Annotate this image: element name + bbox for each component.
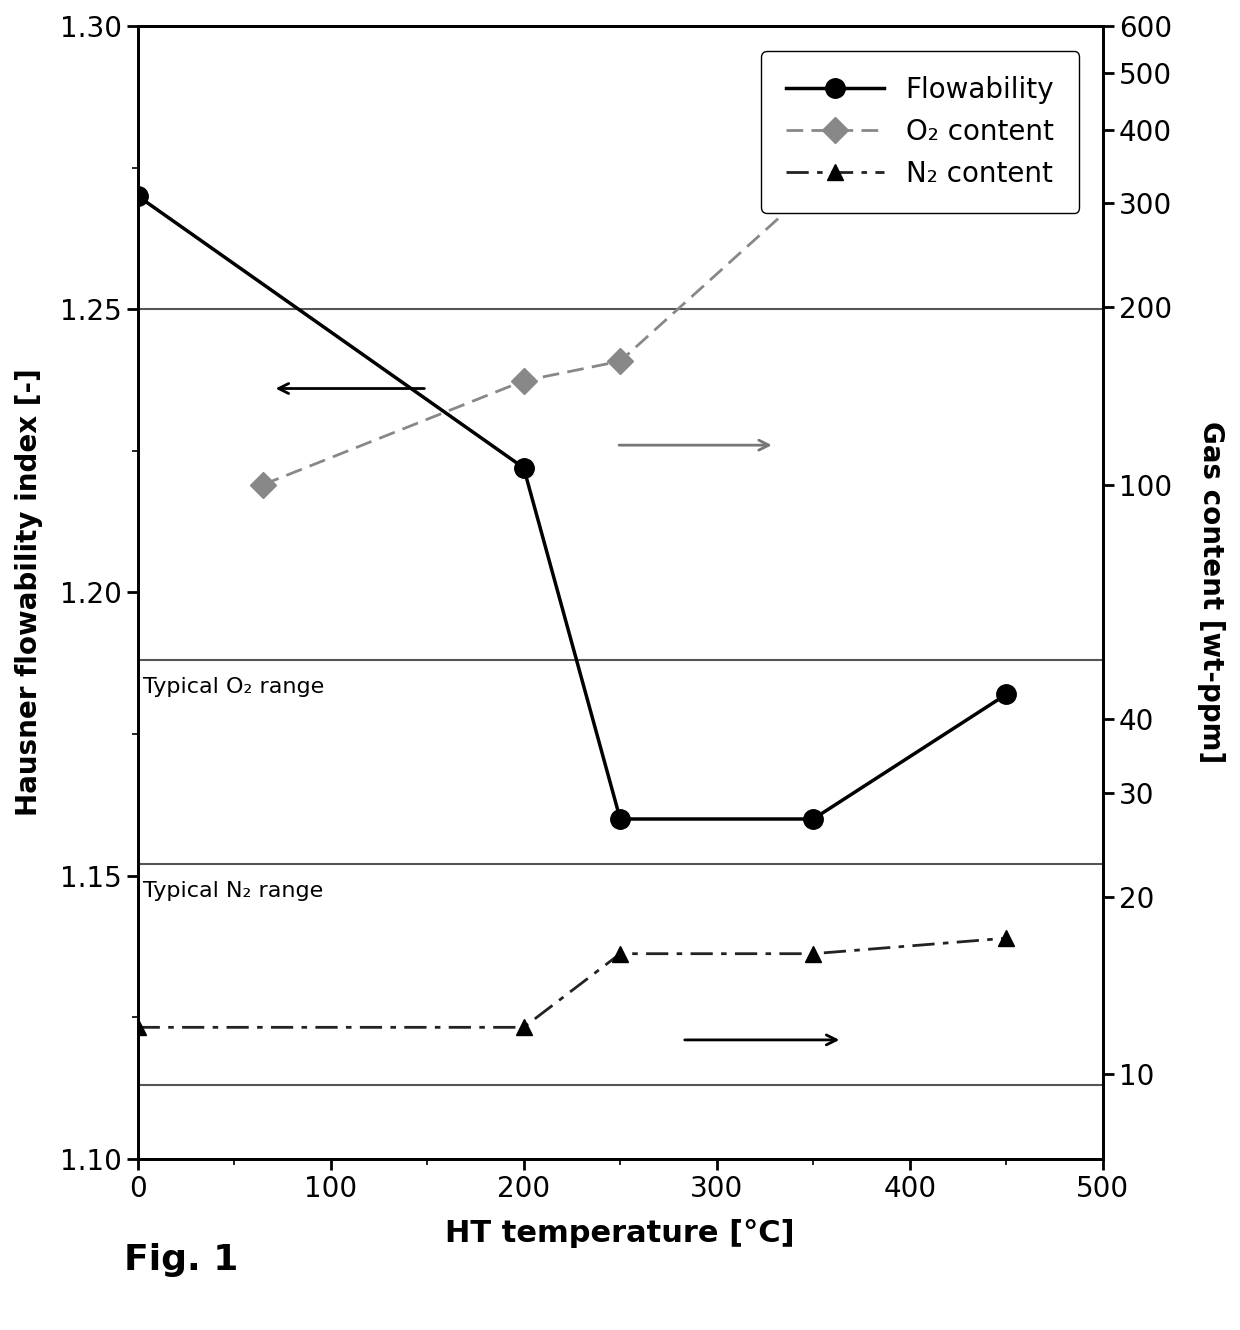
O₂ content xyxy=(806,180,821,196)
Flowability xyxy=(999,686,1014,702)
Y-axis label: Gas content [wt-ppm]: Gas content [wt-ppm] xyxy=(1197,422,1225,763)
N₂ content xyxy=(806,946,821,962)
O₂ content xyxy=(613,354,627,370)
Text: Typical N₂ range: Typical N₂ range xyxy=(144,882,324,902)
Line: O₂ content: O₂ content xyxy=(254,128,1016,493)
Text: Typical O₂ range: Typical O₂ range xyxy=(144,677,325,697)
N₂ content xyxy=(613,946,627,962)
Flowability xyxy=(130,188,145,203)
Flowability xyxy=(516,460,531,476)
Line: Flowability: Flowability xyxy=(128,186,1016,829)
N₂ content xyxy=(130,1019,145,1035)
N₂ content xyxy=(999,930,1014,946)
O₂ content xyxy=(516,372,531,388)
O₂ content xyxy=(999,128,1014,144)
Legend: Flowability, O₂ content, N₂ content: Flowability, O₂ content, N₂ content xyxy=(761,52,1079,213)
Text: Fig. 1: Fig. 1 xyxy=(124,1242,238,1277)
Line: N₂ content: N₂ content xyxy=(129,930,1014,1036)
X-axis label: HT temperature [°C]: HT temperature [°C] xyxy=(445,1220,795,1249)
O₂ content xyxy=(255,476,270,492)
Flowability xyxy=(806,811,821,827)
Y-axis label: Hausner flowability index [-]: Hausner flowability index [-] xyxy=(15,368,43,817)
Flowability xyxy=(613,811,627,827)
N₂ content xyxy=(516,1019,531,1035)
